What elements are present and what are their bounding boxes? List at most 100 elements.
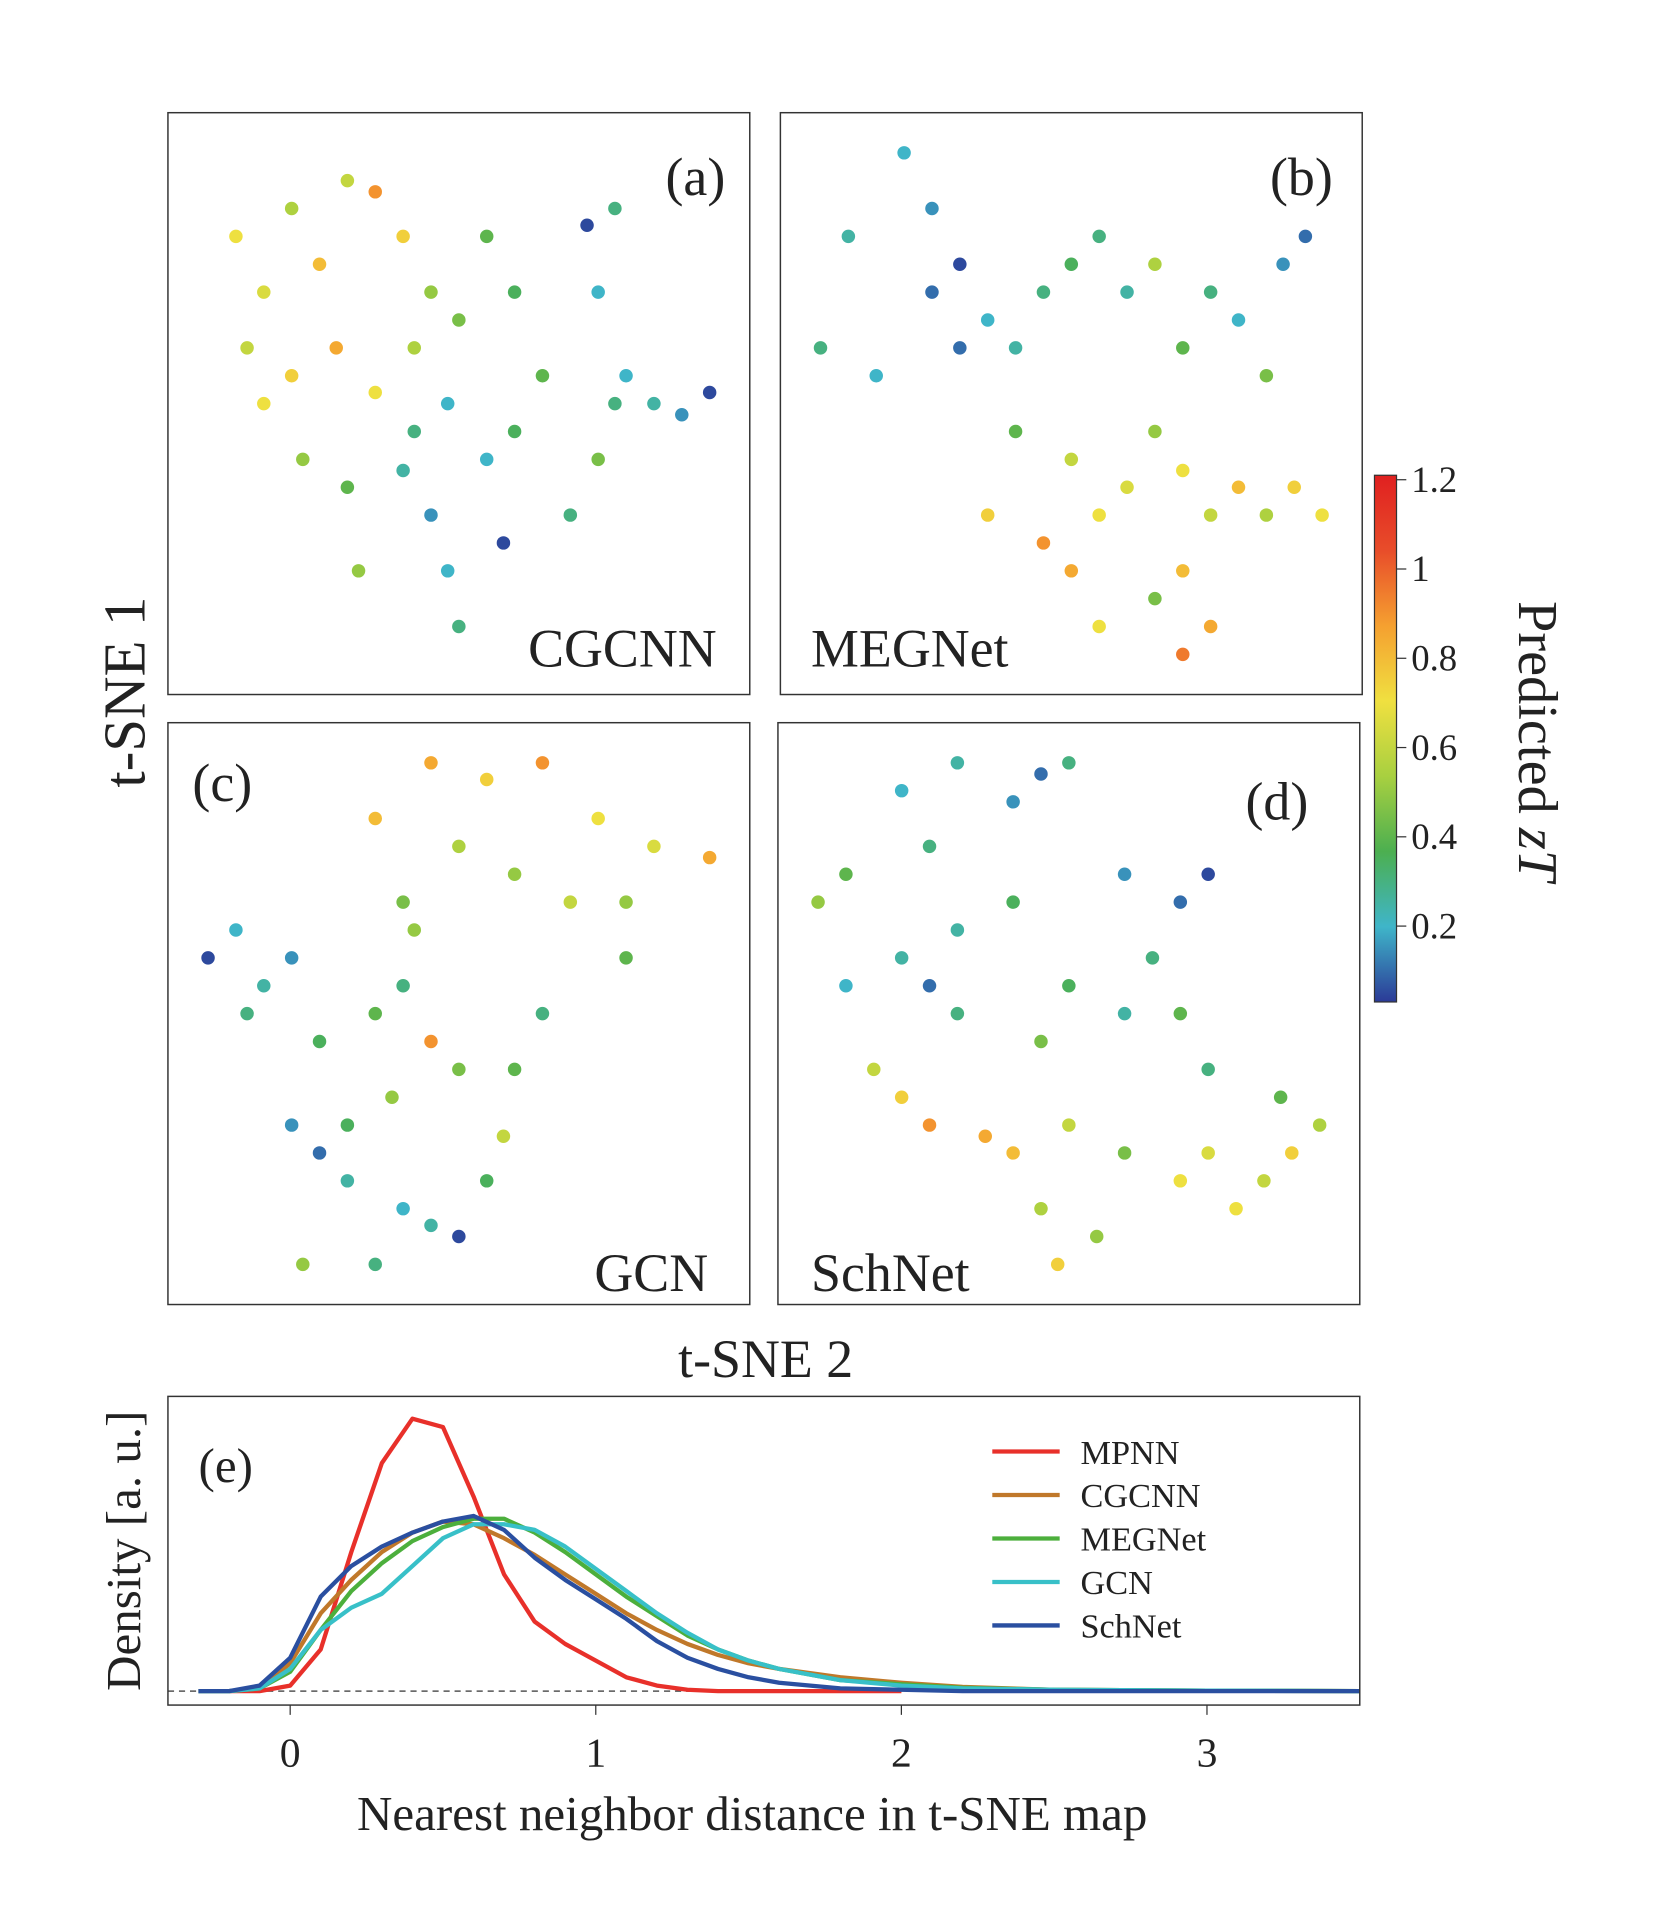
scatter-point <box>1148 257 1162 272</box>
scatter-point <box>1231 480 1246 494</box>
scatter-point <box>867 1062 881 1077</box>
scatter-point <box>1201 1146 1215 1160</box>
scatter-point <box>351 564 366 578</box>
scatter-point <box>813 341 828 355</box>
legend-label: GCN <box>1080 1564 1152 1602</box>
scatter-point <box>1006 895 1020 909</box>
panel-annotation: GCN <box>594 1243 708 1303</box>
scatter-point <box>257 396 271 411</box>
scatter-point <box>407 341 422 355</box>
panel-annotation: SchNet <box>811 1243 970 1303</box>
scatter-point <box>1117 1146 1132 1160</box>
scatter-point <box>479 229 494 244</box>
colorbar-tick-label: 1.2 <box>1411 459 1457 500</box>
scatter-point <box>950 756 965 770</box>
scatter-point <box>296 1257 310 1272</box>
scatter-point <box>869 369 883 383</box>
scatter-point <box>535 756 550 770</box>
scatter-point <box>1064 452 1079 467</box>
scatter-point <box>1176 341 1190 355</box>
x-tick-label: 3 <box>1197 1730 1218 1776</box>
scatter-point <box>257 979 271 993</box>
scatter-point <box>922 1118 937 1132</box>
scatter-point <box>1117 867 1132 882</box>
scatter-point <box>980 313 995 327</box>
scatter-point <box>1050 1257 1065 1272</box>
scatter-point <box>368 1006 382 1021</box>
scatter-point <box>424 1218 438 1233</box>
scatter-point <box>507 867 522 882</box>
density-line <box>229 1416 902 1694</box>
plot-frame <box>167 1395 1361 1706</box>
legend-label: MEGNet <box>1080 1521 1206 1559</box>
scatter-point <box>1298 229 1313 244</box>
scatter-point <box>702 850 717 865</box>
scatter-point <box>950 923 965 937</box>
scatter-point <box>201 951 215 965</box>
x-axis-label: Nearest neighbor distance in t-SNE map <box>357 1786 1147 1841</box>
colorbar <box>1373 474 1398 1003</box>
scatter-point <box>452 619 466 634</box>
density-line <box>198 1522 1360 1694</box>
scatter-point <box>496 536 511 550</box>
scatter-point <box>1092 229 1106 244</box>
scatter-point <box>1203 285 1218 299</box>
scatter-point <box>396 463 410 478</box>
scatter-point <box>452 313 466 327</box>
scatter-point <box>1201 1062 1215 1077</box>
scatter-point <box>922 839 937 854</box>
scatter-point <box>507 285 522 299</box>
scatter-point <box>839 867 853 882</box>
panel-label: (e) <box>199 1438 253 1493</box>
y-axis-label: t-SNE 1 <box>93 597 158 788</box>
scatter-point <box>839 979 853 993</box>
scatter-point <box>257 285 271 299</box>
scatter-point <box>240 1006 254 1021</box>
scatter-point <box>1089 1229 1104 1244</box>
scatter-point <box>1117 1006 1132 1021</box>
scatter-point <box>608 201 622 216</box>
scatter-point <box>1173 1006 1188 1021</box>
scatter-point <box>1148 424 1162 439</box>
scatter-point <box>925 201 939 216</box>
scatter-point <box>922 979 937 993</box>
panel-label: (c) <box>192 753 252 813</box>
panel-label: (a) <box>665 147 725 207</box>
scatter-point <box>1006 1146 1020 1160</box>
scatter-point <box>1148 591 1162 606</box>
scatter-point <box>329 341 343 355</box>
scatter-point <box>1173 1174 1188 1188</box>
scatter-point <box>1231 313 1246 327</box>
scatter-point <box>396 229 410 244</box>
scatter-point <box>240 341 254 355</box>
scatter-point <box>1229 1201 1243 1216</box>
scatter-point <box>1034 1034 1048 1049</box>
scatter-point <box>312 1034 327 1049</box>
scatter-point <box>1036 536 1051 550</box>
scatter-point <box>340 173 355 188</box>
scatter-point <box>1315 508 1329 522</box>
scatter-point <box>950 1006 965 1021</box>
colorbar-tick-label: 0.8 <box>1411 638 1457 679</box>
y-axis-label: Density [a. u.] <box>96 1411 151 1691</box>
scatter-point <box>1173 895 1188 909</box>
scatter-point <box>1120 285 1134 299</box>
scatter-point <box>1034 1201 1048 1216</box>
scatter-point <box>424 285 438 299</box>
scatter-point <box>284 951 299 965</box>
scatter-point <box>296 452 310 467</box>
scatter-point <box>535 369 550 383</box>
scatter-point <box>368 1257 382 1272</box>
density-line <box>198 1513 1360 1694</box>
scatter-point <box>1008 424 1023 439</box>
scatter-point <box>229 923 243 937</box>
x-tick-label: 0 <box>280 1730 301 1776</box>
panel-label: (b) <box>1270 147 1333 207</box>
scatter-point <box>894 951 909 965</box>
scatter-point <box>894 1090 909 1104</box>
scatter-point <box>452 1229 466 1244</box>
scatter-point <box>1285 1146 1299 1160</box>
scatter-point <box>396 895 410 909</box>
panel-label: (d) <box>1245 771 1308 831</box>
scatter-point <box>424 1034 438 1049</box>
